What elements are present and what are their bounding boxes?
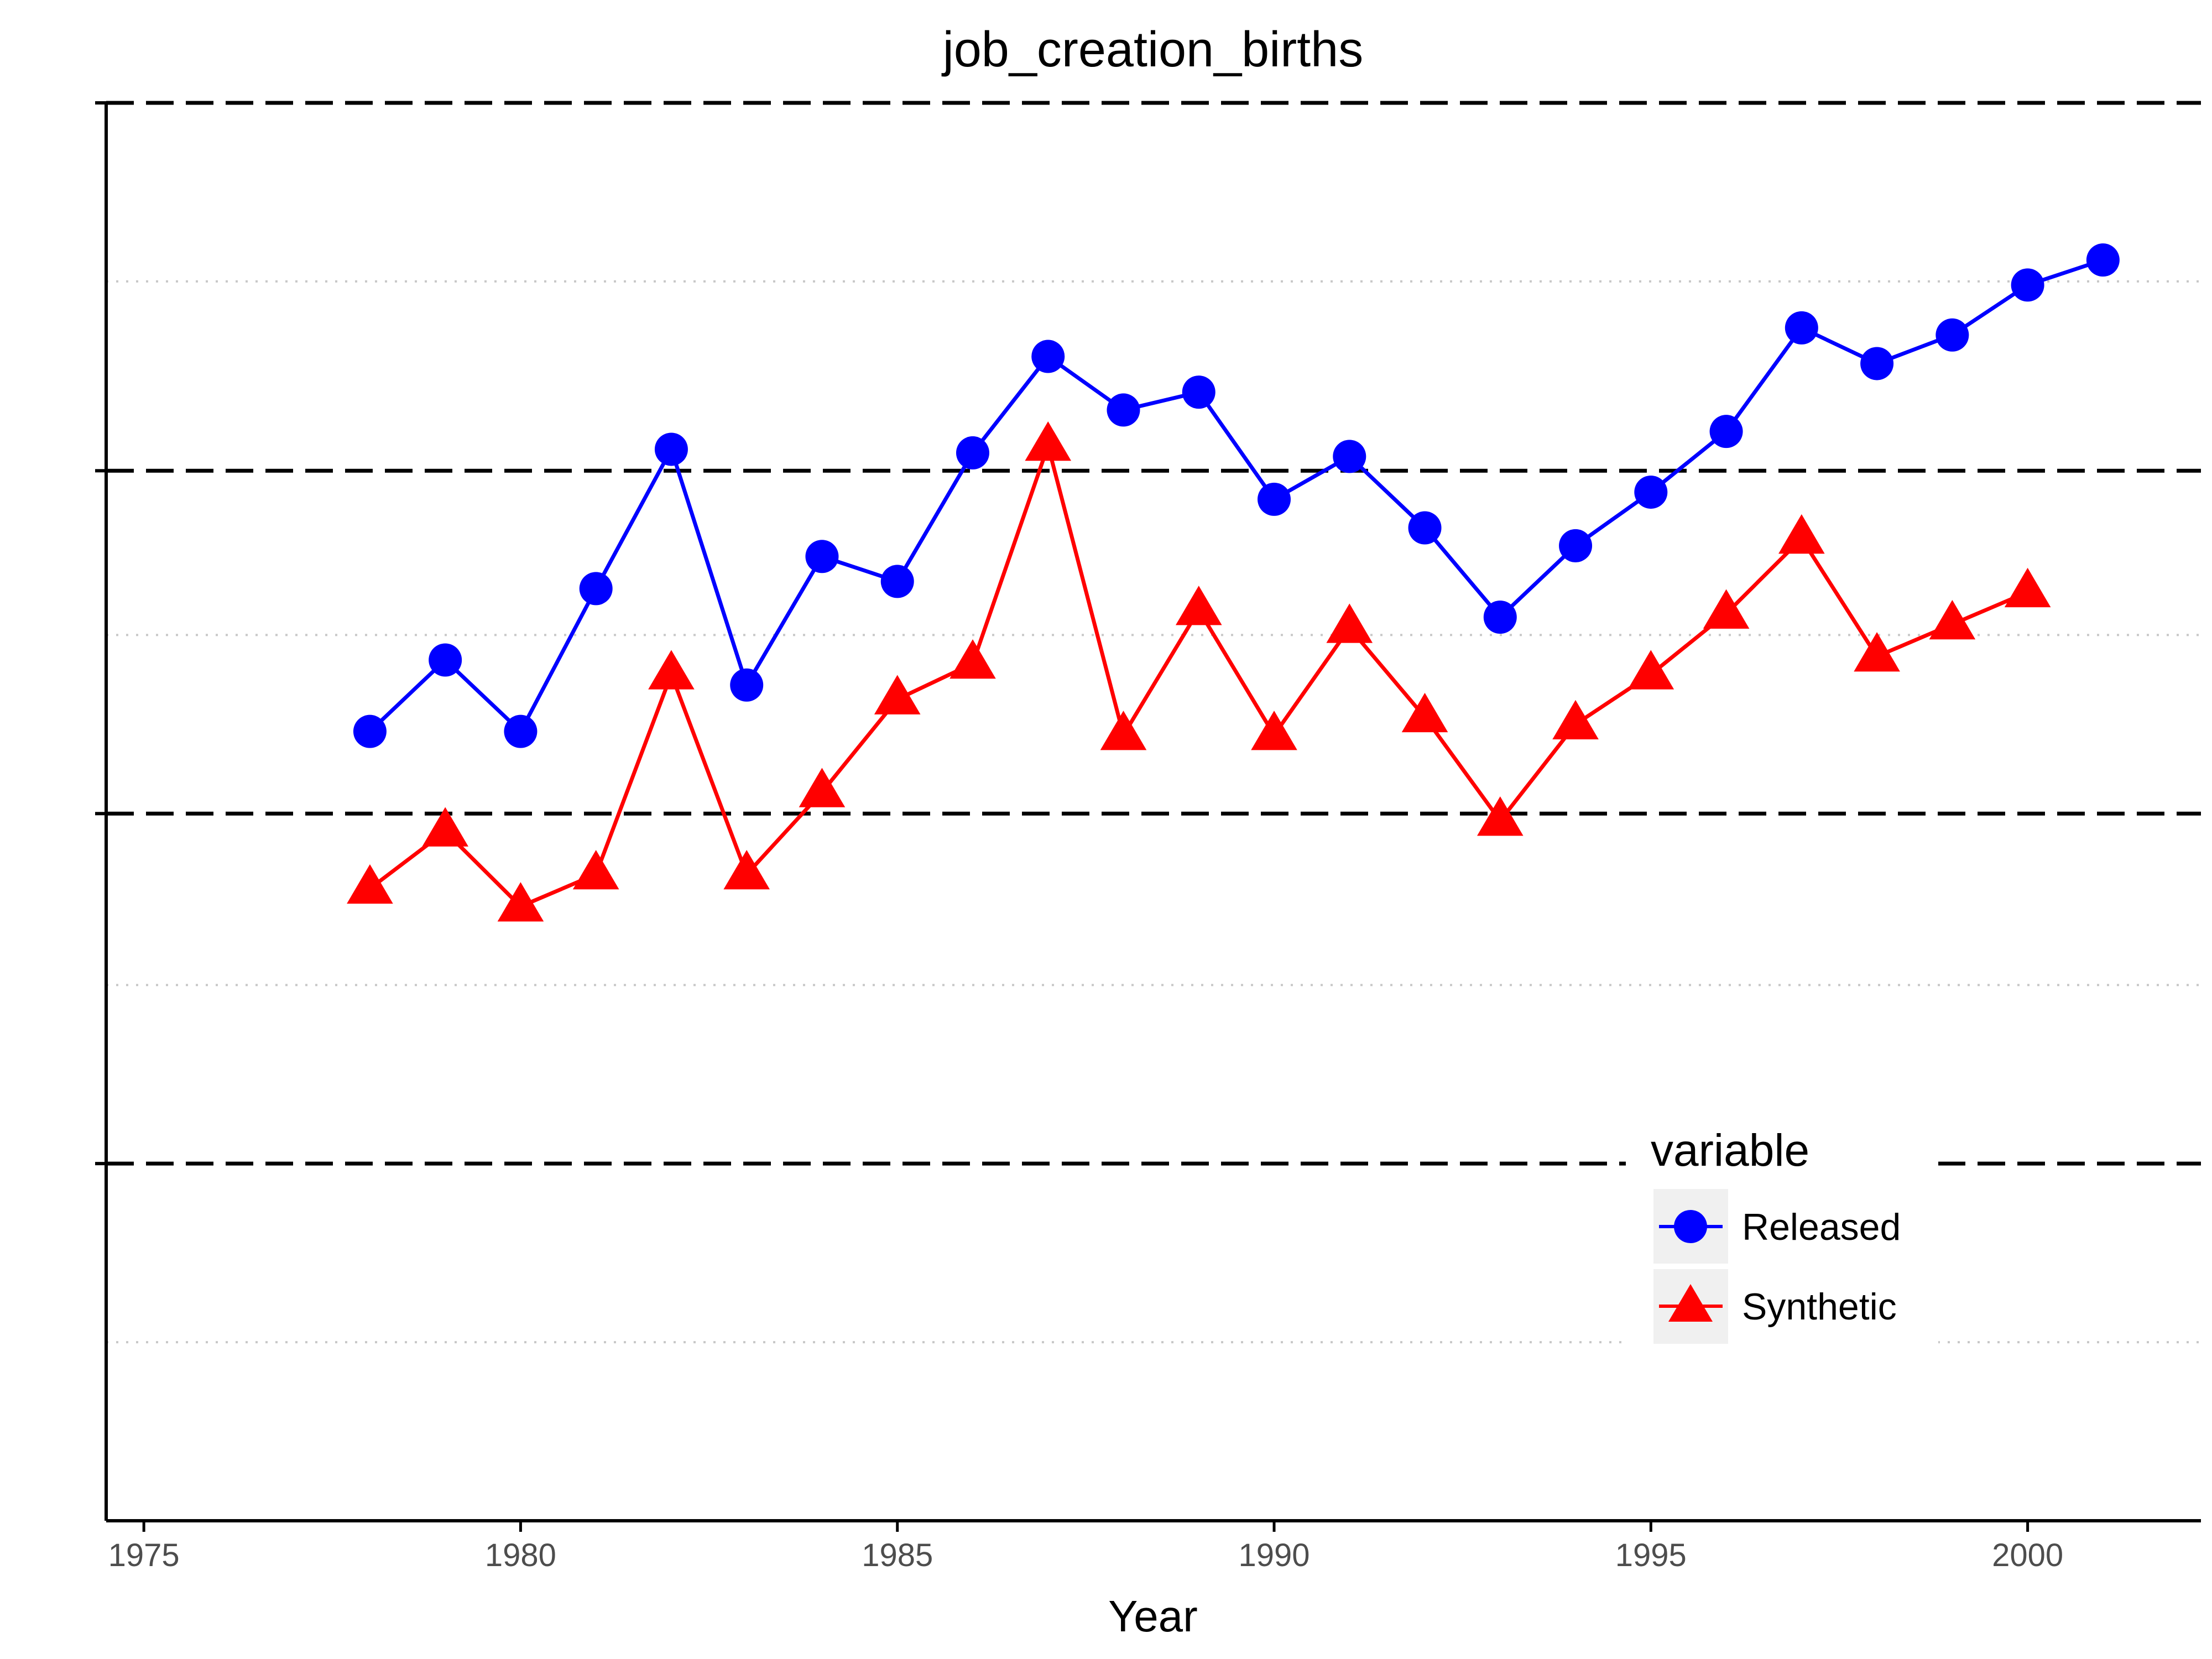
- x-axis-title: Year: [1108, 1592, 1198, 1641]
- data-point-synthetic-1990: [1251, 711, 1297, 750]
- x-tick-label-2: 1985: [862, 1537, 933, 1573]
- legend-marker-synthetic: [1668, 1284, 1713, 1322]
- data-point-released-1985: [880, 565, 914, 598]
- data-point-released-1993: [1483, 601, 1517, 634]
- data-point-synthetic-1999: [1929, 599, 1976, 640]
- data-point-released-1978: [353, 714, 387, 748]
- x-tick-label-5: 2000: [1992, 1537, 2063, 1573]
- data-point-synthetic-1979: [422, 807, 468, 847]
- data-point-synthetic-1981: [572, 850, 619, 890]
- legend-item-synthetic[interactable]: Synthetic: [1653, 1269, 1897, 1344]
- x-tick-label-4: 1995: [1615, 1537, 1687, 1573]
- legend-item-released[interactable]: Released: [1653, 1189, 1901, 1264]
- data-point-released-1991: [1333, 440, 1366, 473]
- data-point-released-1989: [1182, 375, 1215, 409]
- data-point-synthetic-1997: [1778, 514, 1825, 554]
- legend: variable Released Synthetic: [1626, 1114, 1938, 1360]
- data-point-synthetic-1989: [1175, 586, 1222, 625]
- legend-marker-released: [1674, 1210, 1707, 1243]
- data-point-released-2001: [2086, 243, 2120, 277]
- data-point-synthetic-1991: [1326, 603, 1373, 643]
- data-point-released-1982: [654, 432, 688, 466]
- data-point-released-1992: [1408, 511, 1442, 545]
- data-point-synthetic-1994: [1552, 700, 1599, 740]
- data-point-released-1998: [1860, 347, 1894, 380]
- data-point-synthetic-1982: [648, 650, 695, 690]
- data-point-synthetic-1985: [874, 675, 921, 714]
- data-point-released-1999: [1936, 318, 1969, 352]
- x-tick-label-3: 1990: [1238, 1537, 1310, 1573]
- data-point-released-1983: [730, 668, 764, 702]
- data-point-synthetic-1986: [950, 639, 996, 679]
- data-point-synthetic-1995: [1627, 650, 1674, 690]
- data-point-synthetic-1980: [497, 882, 544, 922]
- data-point-synthetic-1983: [723, 850, 770, 890]
- data-point-synthetic-1998: [1854, 632, 1900, 672]
- legend-label-released: Released: [1742, 1206, 1901, 1248]
- data-point-synthetic-1978: [347, 864, 393, 904]
- chart-title: job_creation_births: [941, 22, 1363, 77]
- x-tick-label-1: 1980: [485, 1537, 556, 1573]
- data-point-released-1987: [1031, 340, 1065, 373]
- legend-label-synthetic: Synthetic: [1742, 1286, 1897, 1328]
- data-point-released-1986: [956, 436, 989, 469]
- data-point-released-1988: [1107, 393, 1140, 427]
- data-point-released-1995: [1634, 475, 1668, 509]
- data-point-synthetic-1987: [1025, 421, 1072, 461]
- data-point-released-1997: [1785, 311, 1818, 345]
- series-synthetic: [347, 421, 2051, 922]
- data-point-synthetic-1992: [1401, 692, 1448, 733]
- data-point-released-2000: [2011, 268, 2044, 302]
- data-point-released-1980: [504, 714, 538, 748]
- data-point-synthetic-1984: [799, 768, 846, 807]
- data-point-released-1984: [805, 540, 839, 573]
- legend-title: variable: [1651, 1125, 1809, 1176]
- series-released: [353, 243, 2120, 748]
- data-point-released-1990: [1258, 482, 1291, 516]
- data-point-synthetic-1988: [1100, 711, 1147, 750]
- grid-layer: [106, 101, 2201, 1344]
- data-point-released-1996: [1709, 415, 1743, 448]
- data-point-released-1994: [1559, 529, 1593, 562]
- data-point-released-1979: [429, 643, 462, 677]
- data-point-synthetic-2000: [2004, 567, 2051, 608]
- data-point-released-1981: [579, 572, 613, 606]
- axes-layer: 1975 1980 1985 1990 1995 2000: [95, 101, 2201, 1573]
- data-point-synthetic-1993: [1477, 796, 1524, 836]
- series-layer: [347, 243, 2120, 922]
- x-tick-label-0: 1975: [108, 1537, 180, 1573]
- data-point-synthetic-1996: [1703, 589, 1750, 629]
